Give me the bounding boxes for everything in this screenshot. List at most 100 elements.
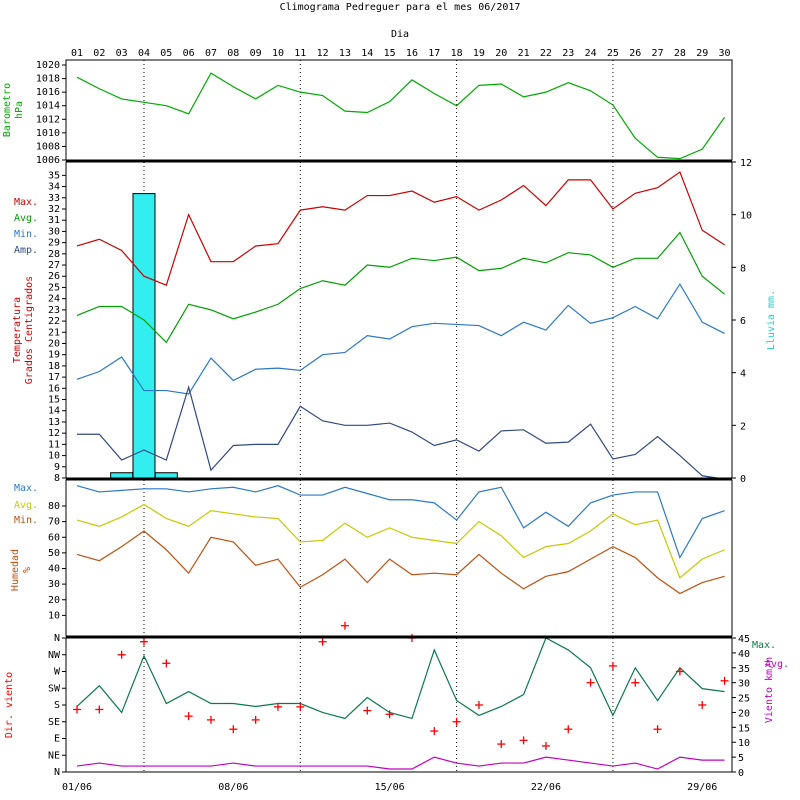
temperature-avg-line (76, 231, 725, 344)
temperature-tick-label: 11 (48, 439, 60, 450)
wind-direction-marker (296, 702, 305, 711)
barometer-axis-label-line: hPa (14, 101, 25, 119)
temperature-tick-label: 35 (48, 170, 60, 181)
day-label: 06 (183, 48, 195, 59)
wind-direction-tick-label: N (54, 633, 60, 644)
wind-speed-tick-label: 0 (738, 768, 744, 779)
wind-speed-tick-label: 35 (738, 664, 750, 675)
rain-tick-label: 6 (740, 316, 746, 327)
temperature-legend-avg: Avg. (14, 213, 38, 224)
temperature-legend-amp: Amp. (14, 245, 38, 256)
barometer-tick-label: 1020 (36, 60, 60, 71)
temperature-tick-label: 25 (48, 282, 60, 293)
wind-direction-tick-label: S (54, 700, 60, 711)
humidity-panel-frame (65, 479, 733, 637)
temperature-tick-label: 12 (48, 428, 60, 439)
rain-tick-label: 4 (740, 369, 746, 380)
day-label: 14 (361, 48, 373, 59)
wind-direction-marker (117, 650, 126, 659)
wind-direction-marker (340, 621, 349, 630)
humidity-axis-label-line: Humedad (10, 549, 21, 591)
temperature-axis-label-line: Temperatura (12, 297, 23, 363)
humidity-min-line (76, 530, 725, 595)
wind-speed-tick-label: 40 (738, 649, 750, 660)
wind-direction-tick-label: E (54, 734, 60, 745)
day-label: 10 (272, 48, 284, 59)
humidity-avg-line (76, 503, 725, 579)
rain-tick-label: 2 (740, 421, 746, 432)
rain-bar (132, 193, 156, 479)
rain-tick-label: 10 (740, 211, 752, 222)
wind-speed-tick-label: 45 (738, 634, 750, 645)
humidity-tick-label: 80 (48, 501, 60, 512)
humidity-tick-label: 10 (48, 610, 60, 621)
day-label: 02 (93, 48, 105, 59)
barometer-panel-frame (65, 59, 733, 161)
day-label: 04 (138, 48, 150, 59)
day-label: 07 (205, 48, 217, 59)
wind-direction-marker (162, 659, 171, 668)
rain-tick-label: 0 (740, 474, 746, 485)
wind-direction-tick-label: N (54, 767, 60, 778)
temperature-tick-label: 26 (48, 271, 60, 282)
day-label: 20 (495, 48, 507, 59)
day-label: 15 (384, 48, 396, 59)
wind-direction-marker (363, 706, 372, 715)
day-axis-label: Dia (391, 29, 409, 40)
wind-direction-marker (608, 661, 617, 670)
day-label: 11 (294, 48, 306, 59)
wind-direction-marker (73, 705, 81, 714)
wind-direction-tick-label: SW (48, 683, 61, 694)
temperature-tick-label: 17 (48, 372, 60, 383)
wind-direction-marker (698, 701, 707, 709)
date-tick-label: 15/06 (375, 782, 405, 793)
wind-direction-marker (229, 725, 238, 734)
wind-direction-marker (519, 736, 528, 745)
humidity-legend-max: Max. (14, 483, 38, 494)
wind-direction-marker (251, 715, 260, 724)
day-label: 01 (71, 48, 83, 59)
date-tick-label: 01/06 (62, 782, 92, 793)
barometer-tick-label: 1012 (36, 114, 60, 125)
temperature-min-line (76, 282, 725, 395)
wind-direction-tick-label: W (54, 667, 61, 678)
day-label: 27 (652, 48, 664, 59)
humidity-tick-label: 30 (48, 579, 60, 590)
day-label: 16 (406, 48, 418, 59)
wind-max-line (76, 637, 725, 720)
wind-direction-marker (318, 637, 327, 646)
wind-direction-marker (95, 705, 104, 714)
barometer-tick-label: 1014 (36, 101, 60, 112)
barometer-tick-label: 1016 (36, 87, 60, 98)
temperature-tick-label: 18 (48, 361, 60, 372)
date-tick-label: 29/06 (687, 782, 717, 793)
temperature-tick-label: 21 (48, 327, 60, 338)
barometer-axis-label-line: Barometro (2, 83, 13, 137)
humidity-tick-label: 20 (48, 595, 60, 606)
barometer-line (76, 72, 726, 160)
temperature-tick-label: 20 (48, 338, 60, 349)
humidity-tick-label: 70 (48, 517, 60, 528)
day-label: 30 (719, 48, 731, 59)
rain-tick-label: 8 (740, 263, 746, 274)
temperature-tick-label: 14 (48, 406, 60, 417)
humidity-tick-label: 50 (48, 548, 60, 559)
temperature-axis-label: TemperaturaGrados Centigrados (12, 276, 35, 384)
temperature-tick-label: 22 (48, 316, 60, 327)
temperature-axis-label-line: Grados Centigrados (24, 276, 35, 384)
wind-direction-marker (474, 701, 483, 709)
temperature-tick-label: 29 (48, 238, 60, 249)
wind-direction-marker (675, 667, 684, 676)
temperature-tick-label: 31 (48, 215, 60, 226)
temperature-tick-label: 24 (48, 294, 60, 305)
rain-axis-label: Lluvia mm. (766, 290, 777, 350)
wind-speed-axis-label: Viento km/h (764, 657, 775, 723)
day-label: 21 (518, 48, 530, 59)
temperature-tick-label: 30 (48, 226, 60, 237)
wind-speed-tick-label: 15 (738, 723, 750, 734)
wind-direction-marker (586, 678, 595, 687)
temperature-tick-label: 13 (48, 417, 60, 428)
day-label: 12 (317, 48, 329, 59)
wind-direction-marker (206, 715, 215, 724)
